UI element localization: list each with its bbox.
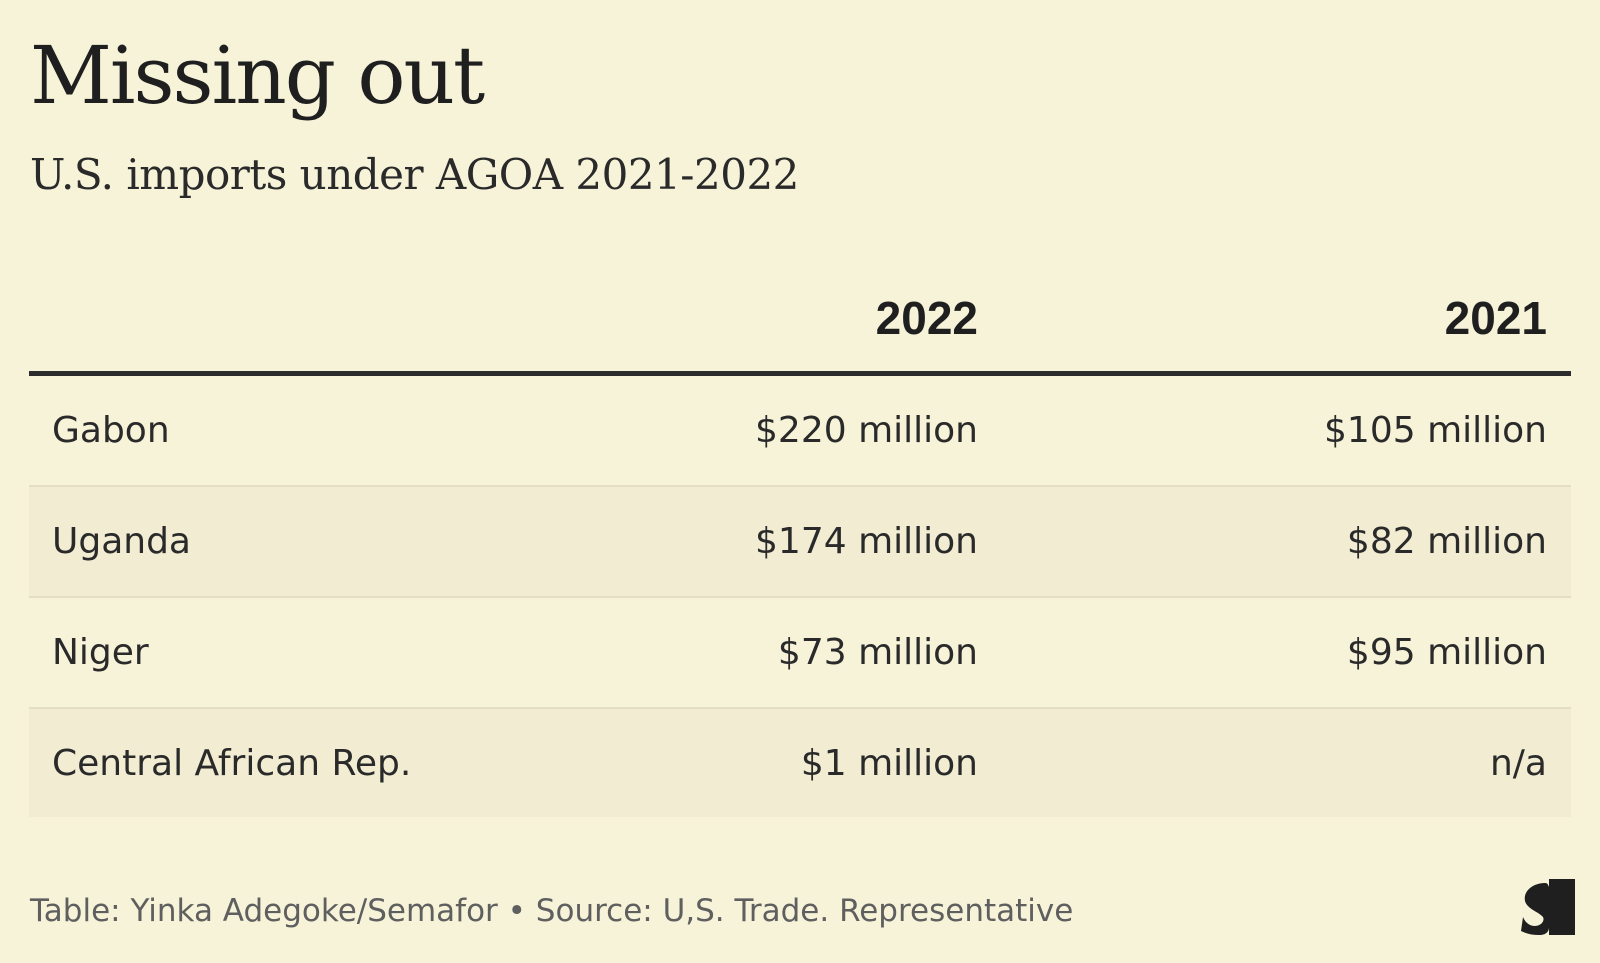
header-2022: 2022 xyxy=(875,292,978,344)
row-country: Central African Rep. xyxy=(52,742,412,784)
chart-title: Missing out xyxy=(30,29,485,122)
header-2021: 2021 xyxy=(1444,292,1547,344)
row-value-2021: n/a xyxy=(1489,742,1547,784)
row-value-2022: $220 million xyxy=(755,410,978,451)
semafor-logo-icon xyxy=(1521,879,1575,935)
row-value-2022: $174 million xyxy=(755,521,978,562)
row-value-2021: $95 million xyxy=(1346,632,1547,673)
source-credit: Table: Yinka Adegoke/Semafor • Source: U… xyxy=(30,893,1074,929)
row-country: Gabon xyxy=(52,410,170,451)
table-row: Niger $73 million $95 million xyxy=(29,598,1571,709)
table-row: Uganda $174 million $82 million xyxy=(29,487,1571,598)
row-value-2021: $105 million xyxy=(1324,410,1547,451)
table-row: Gabon $220 million $105 million xyxy=(29,376,1571,487)
row-country: Niger xyxy=(52,632,149,673)
chart-subtitle: U.S. imports under AGOA 2021-2022 xyxy=(30,150,799,199)
row-value-2021: $82 million xyxy=(1346,521,1547,562)
row-value-2022: $73 million xyxy=(777,632,978,673)
imports-table: 2022 2021 Gabon $220 million $105 millio… xyxy=(29,270,1571,817)
row-value-2022: $1 million xyxy=(800,742,978,784)
table-header-row: 2022 2021 xyxy=(29,270,1571,376)
row-country: Uganda xyxy=(52,521,191,562)
table-row: Central African Rep. $1 million n/a xyxy=(29,709,1571,817)
